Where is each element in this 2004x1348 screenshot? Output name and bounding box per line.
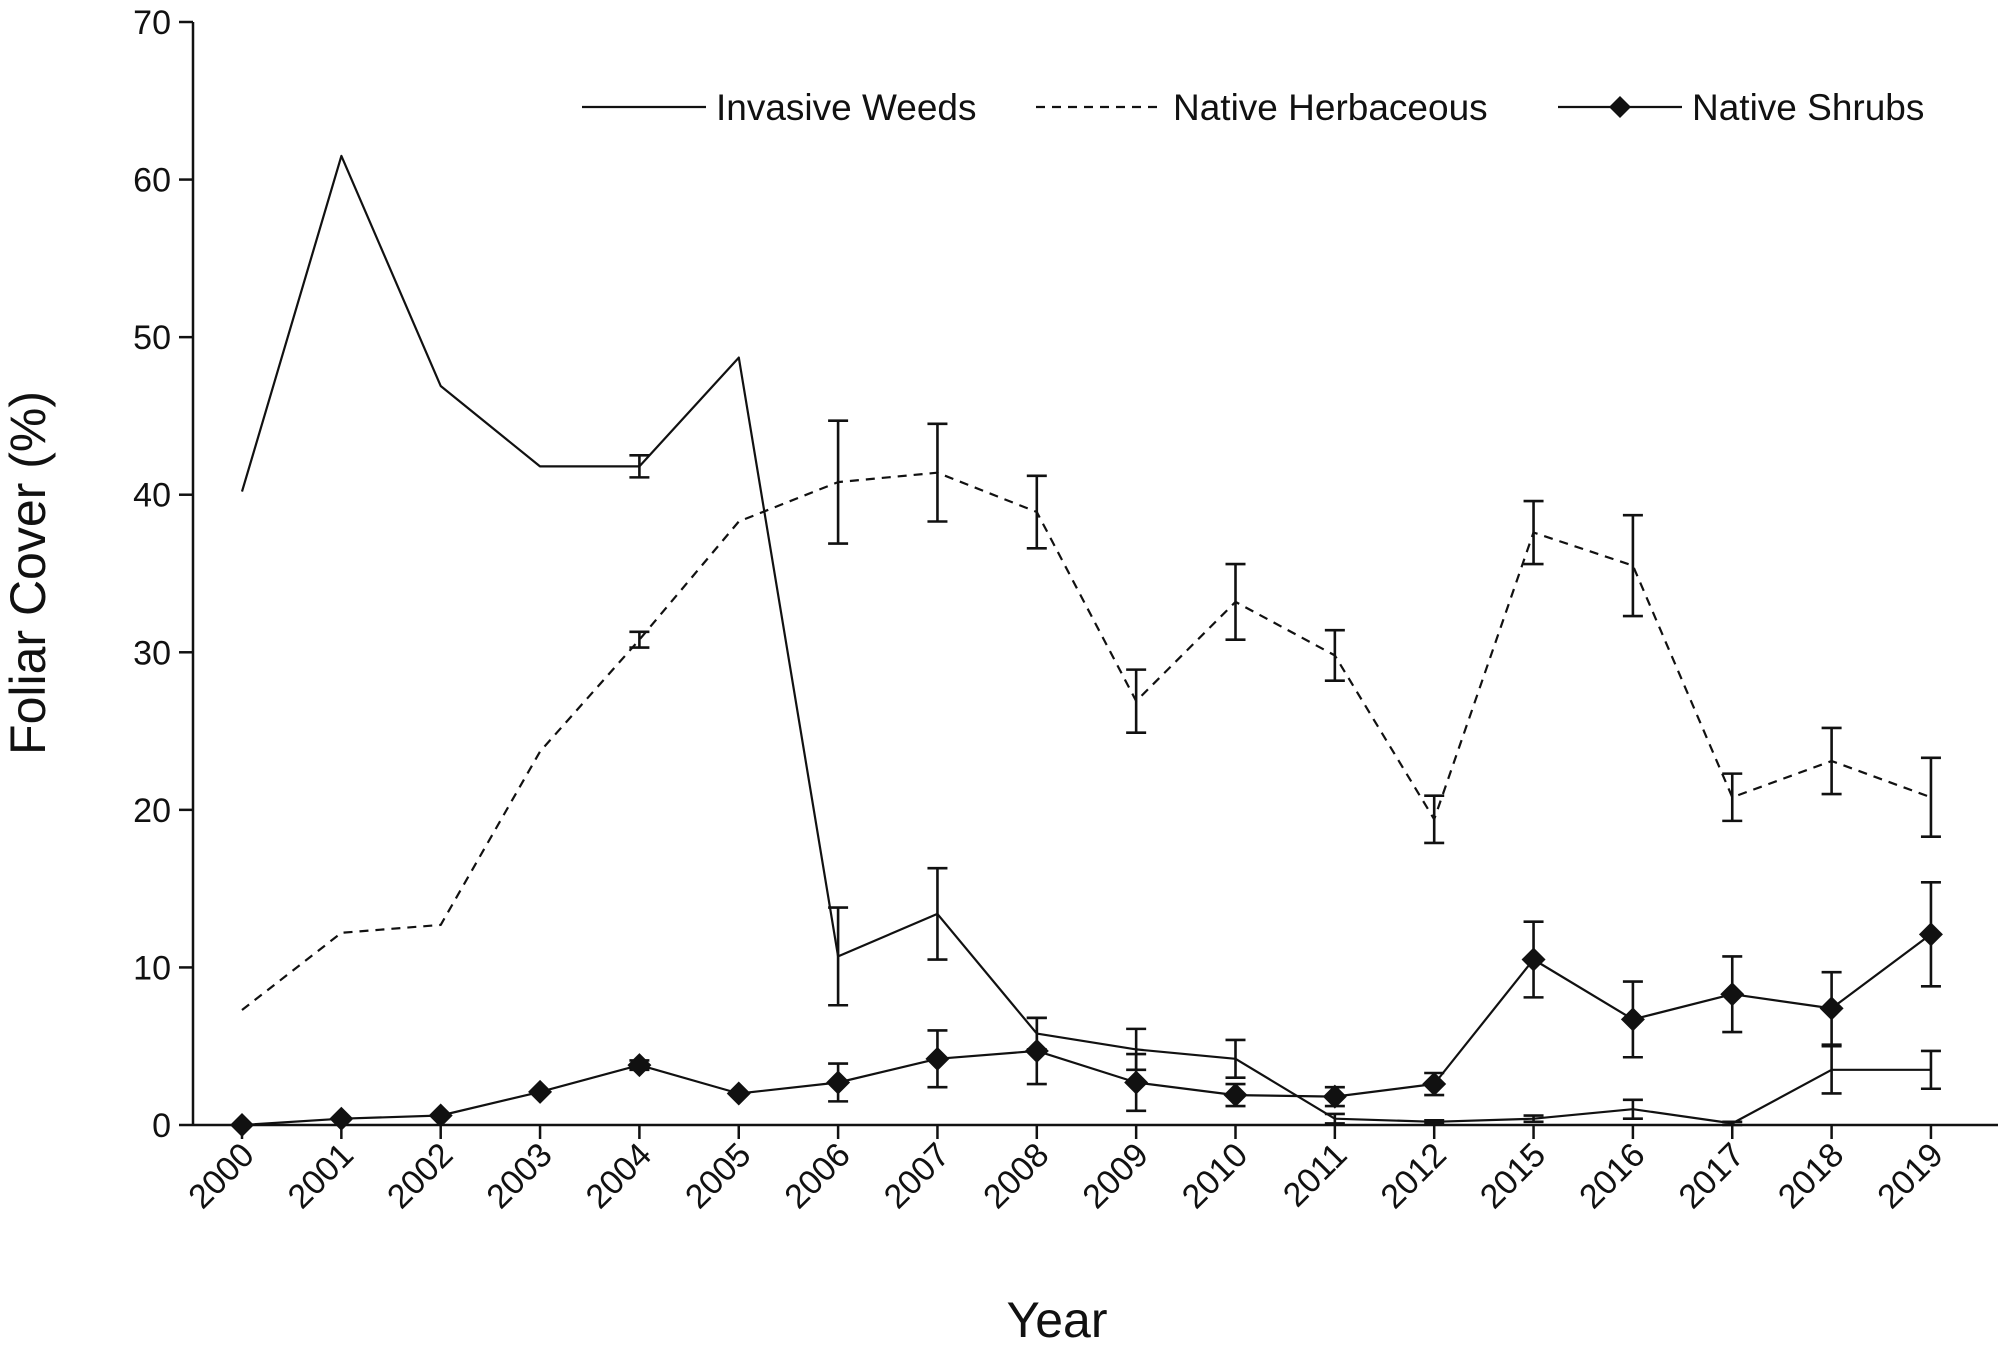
legend-label-3: Native Shrubs bbox=[1692, 87, 1924, 128]
x-tick-label: 2004 bbox=[579, 1136, 659, 1216]
x-tick-label: 2002 bbox=[380, 1136, 460, 1216]
data-point bbox=[1223, 1083, 1248, 1108]
x-tick-label: 2009 bbox=[1075, 1136, 1155, 1216]
data-point bbox=[1620, 1007, 1645, 1032]
x-axis-label: Year bbox=[1006, 1292, 1107, 1348]
legend-marker bbox=[1609, 96, 1631, 118]
x-tick-label: 2008 bbox=[976, 1136, 1056, 1216]
data-point bbox=[1819, 996, 1844, 1021]
y-tick-label: 50 bbox=[133, 319, 171, 357]
y-tick-label: 40 bbox=[133, 477, 171, 515]
y-tick-label: 60 bbox=[133, 162, 171, 200]
data-point bbox=[1918, 922, 1943, 947]
x-tick-label: 2003 bbox=[479, 1136, 559, 1216]
series-markers bbox=[230, 922, 1943, 1137]
x-tick-label: 2007 bbox=[877, 1136, 957, 1216]
axes bbox=[191, 22, 1998, 1127]
data-point bbox=[1422, 1072, 1447, 1097]
x-tick-label: 2006 bbox=[777, 1136, 857, 1216]
x-tick-label: 2001 bbox=[281, 1136, 361, 1216]
x-tick-label: 2018 bbox=[1771, 1136, 1851, 1216]
y-tick-label: 10 bbox=[133, 949, 171, 987]
y-tick-label: 20 bbox=[133, 792, 171, 830]
x-tick-label: 2000 bbox=[181, 1136, 261, 1216]
series-line-3 bbox=[241, 933, 1932, 1127]
data-point bbox=[1720, 982, 1745, 1007]
data-point bbox=[1024, 1038, 1049, 1063]
y-tick-label: 0 bbox=[152, 1107, 171, 1145]
x-tick-label: 2016 bbox=[1572, 1136, 1652, 1216]
y-tick-label: 30 bbox=[133, 634, 171, 672]
legend-label-1: Invasive Weeds bbox=[716, 87, 977, 128]
data-point bbox=[826, 1070, 851, 1095]
x-tick-label: 2015 bbox=[1473, 1136, 1553, 1216]
data-point bbox=[1124, 1070, 1149, 1095]
error-bars bbox=[629, 419, 1941, 1127]
data-point bbox=[329, 1106, 354, 1131]
x-tick-label: 2012 bbox=[1374, 1136, 1454, 1216]
x-tick-label: 2017 bbox=[1672, 1136, 1752, 1216]
x-tick-label: 2010 bbox=[1175, 1136, 1255, 1216]
legend: Invasive Weeds Native Herbaceous Native Sh… bbox=[582, 87, 1924, 128]
y-tick-label: 70 bbox=[133, 4, 171, 42]
data-point bbox=[1521, 947, 1546, 972]
series-lines bbox=[240, 154, 1932, 1127]
series-line-1 bbox=[240, 154, 1931, 1125]
data-point bbox=[627, 1053, 652, 1078]
x-tick-label: 2005 bbox=[678, 1136, 758, 1216]
data-point bbox=[528, 1079, 553, 1104]
x-tick-label: 2019 bbox=[1870, 1136, 1950, 1216]
y-axis-label: Foliar Cover (%) bbox=[0, 391, 56, 755]
data-point bbox=[1322, 1084, 1347, 1109]
data-point bbox=[230, 1113, 254, 1137]
data-point bbox=[726, 1081, 751, 1106]
data-point bbox=[925, 1046, 950, 1071]
legend-label-2: Native Herbaceous bbox=[1173, 87, 1488, 128]
data-point bbox=[428, 1103, 453, 1128]
x-tick-label: 2011 bbox=[1276, 1136, 1355, 1215]
series-line-2 bbox=[241, 471, 1932, 1011]
